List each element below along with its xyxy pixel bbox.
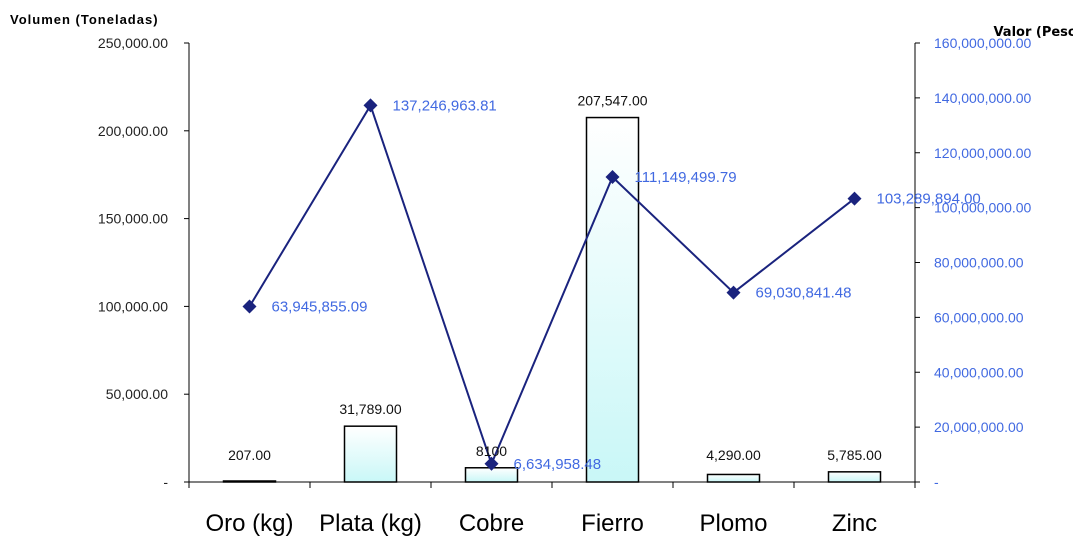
- line-value-label: 103,289,894.00: [877, 191, 981, 208]
- value-marker: [363, 98, 378, 113]
- left-axis-title: Volumen (Toneladas): [10, 12, 159, 27]
- bar: [827, 471, 882, 483]
- bar-value-label: 5,785.00: [827, 447, 882, 463]
- category-label: Plata (kg): [319, 510, 422, 537]
- bar-value-label: 8100: [476, 443, 507, 459]
- value-line: [248, 103, 856, 467]
- right-tick-label: 80,000,000.00: [934, 255, 1024, 271]
- left-tick-label: 100,000.00: [98, 298, 168, 314]
- value-marker: [847, 191, 862, 206]
- value-marker: [726, 285, 741, 300]
- right-tick-label: 160,000,000.00: [934, 35, 1032, 51]
- axes: - 50,000.00 100,000.00 150,000.00 200,000.00…: [98, 35, 1032, 537]
- labels: 207.00 31,789.00 8100 207,547.00 4,290.00 5,7…: [228, 93, 981, 473]
- left-tick-label: 150,000.00: [98, 211, 168, 227]
- category-label: Oro (kg): [205, 510, 293, 537]
- line-value-label: 6,634,958.48: [514, 456, 602, 473]
- bar: [222, 480, 277, 483]
- right-tick-label: 100,000,000.00: [934, 200, 1032, 216]
- right-axis-title: Valor (Pesos): [993, 25, 1073, 40]
- value-marker: [605, 170, 620, 185]
- line-value-label: 137,246,963.81: [393, 97, 497, 114]
- bar-value-label: 4,290.00: [706, 447, 761, 463]
- left-tick-label: 50,000.00: [106, 386, 168, 402]
- category-label: Zinc: [832, 510, 877, 537]
- value-marker: [242, 299, 257, 314]
- category-label: Cobre: [459, 510, 524, 537]
- left-tick-label: 250,000.00: [98, 35, 168, 51]
- bar-value-label: 207,547.00: [577, 93, 647, 109]
- right-tick-label: 60,000,000.00: [934, 309, 1024, 325]
- right-tick-label: -: [934, 474, 939, 490]
- line-value-label: 111,149,499.79: [635, 169, 737, 186]
- bar-value-label: 207.00: [228, 447, 271, 463]
- left-tick-label: 200,000.00: [98, 123, 168, 139]
- right-tick-label: 140,000,000.00: [934, 90, 1032, 106]
- line-series: [242, 98, 862, 471]
- bar: [343, 425, 398, 483]
- right-tick-label: 120,000,000.00: [934, 145, 1032, 161]
- right-tick-label: 40,000,000.00: [934, 364, 1024, 380]
- bar: [706, 473, 761, 483]
- category-label: Fierro: [581, 510, 644, 537]
- left-tick-label: -: [163, 474, 168, 490]
- value-marker: [484, 456, 499, 471]
- bar-value-label: 31,789.00: [339, 401, 401, 417]
- line-value-label: 69,030,841.48: [756, 285, 852, 302]
- right-tick-label: 20,000,000.00: [934, 419, 1024, 435]
- category-label: Plomo: [699, 510, 767, 537]
- line-value-label: 63,945,855.09: [272, 299, 368, 316]
